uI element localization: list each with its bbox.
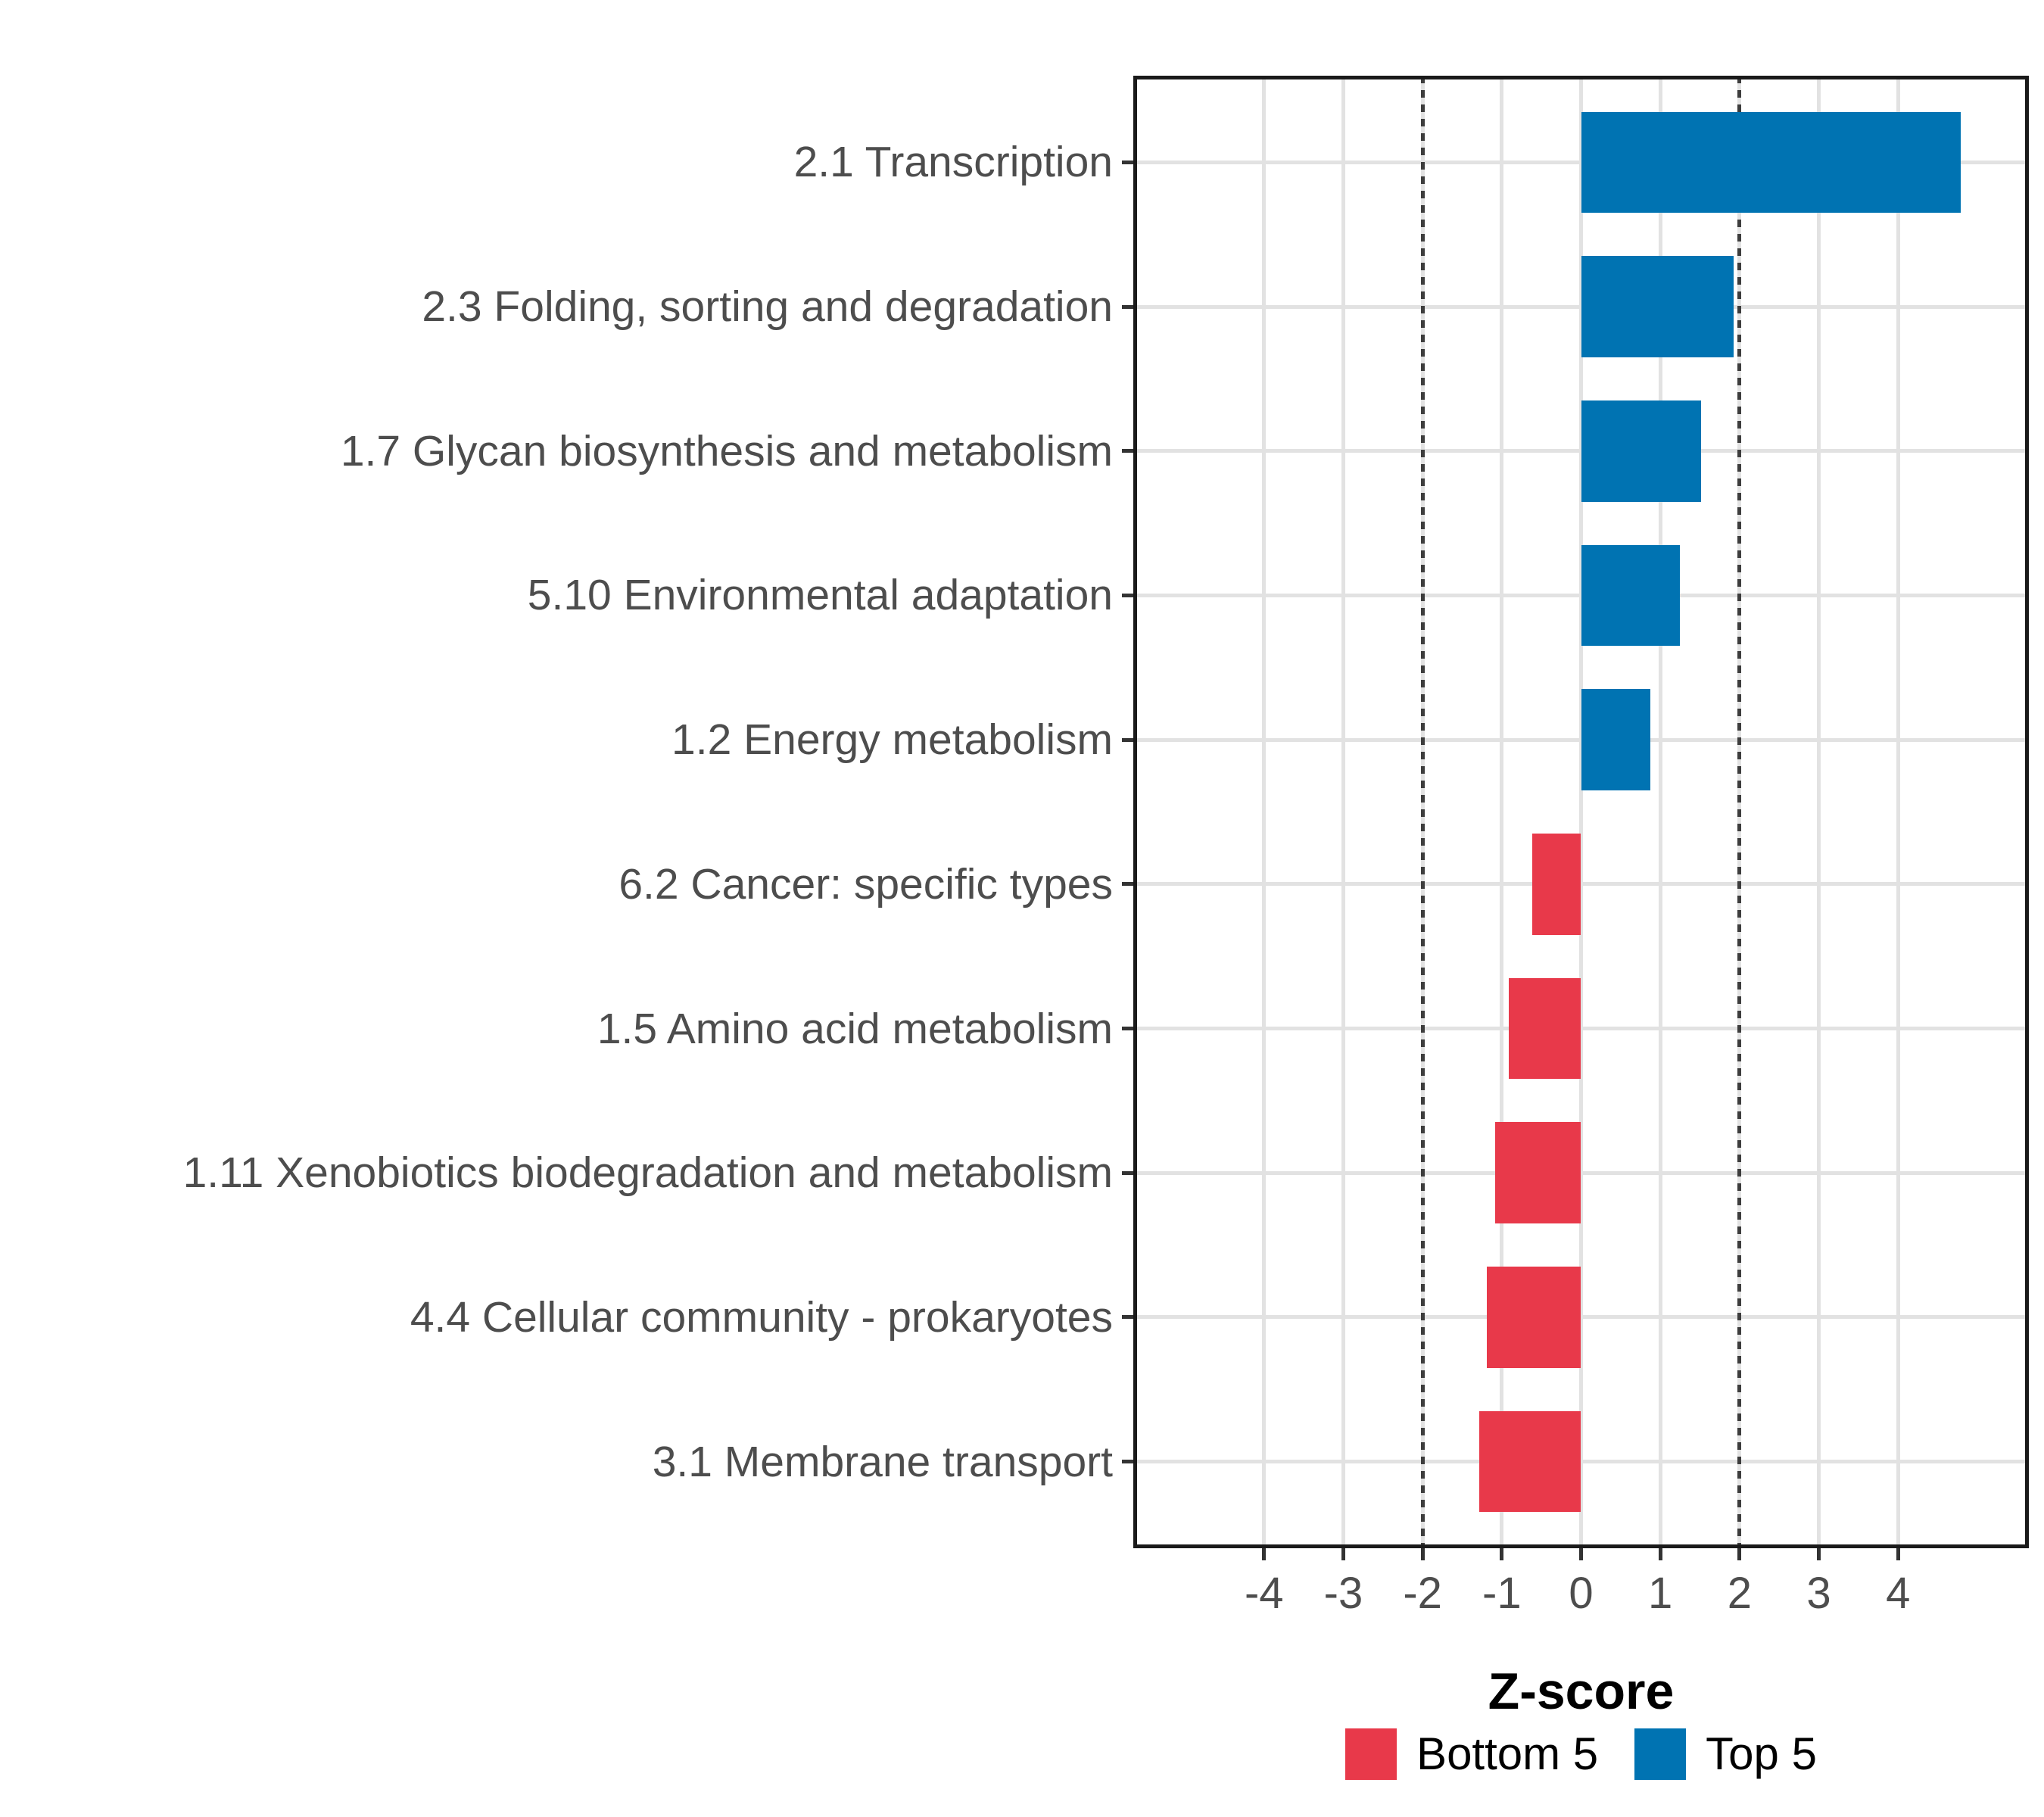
bar-1-5-amino-acid-metabolism (1509, 977, 1581, 1080)
bar-1-7-glycan-biosynthesis-and-metabolism (1581, 400, 1701, 502)
category-label-row3: 5.10 Environmental adaptation (527, 571, 1113, 620)
threshold-layer (1133, 76, 2029, 1548)
x-tick-1 (1658, 1548, 1662, 1560)
gridline-y-row7 (1133, 1170, 2029, 1175)
x-tick-label-2: 2 (1727, 1569, 1752, 1618)
gridline-y-row5 (1133, 882, 2029, 887)
bar-1-2-energy-metabolism (1581, 689, 1650, 790)
x-axis-title: Z-score (1488, 1663, 1675, 1720)
legend-label: Bottom 5 (1416, 1728, 1599, 1779)
bar-6-2-cancer-specific-types (1531, 834, 1581, 935)
legend-swatch-top-5 (1634, 1728, 1687, 1780)
y-tick-row5 (1122, 882, 1133, 887)
category-label-row5: 6.2 Cancer: specific types (618, 859, 1113, 908)
gridline-x-3 (1817, 76, 1821, 1548)
x-tick-label-4: 4 (1886, 1569, 1911, 1618)
y-tick-row0 (1122, 160, 1133, 164)
gridline-x--3 (1341, 76, 1345, 1548)
legend-label: Top 5 (1706, 1728, 1817, 1779)
bar-4-4-cellular-community-prokaryotes (1486, 1267, 1581, 1368)
x-tick-label--3: -3 (1323, 1569, 1363, 1618)
bar-2-1-transcription (1581, 111, 1961, 213)
x-tick-4 (1896, 1548, 1900, 1560)
threshold-line-2 (1737, 76, 1742, 1548)
x-tick-label--4: -4 (1244, 1569, 1284, 1618)
category-label-row4: 1.2 Energy metabolism (671, 715, 1113, 765)
x-tick--4 (1262, 1548, 1267, 1560)
threshold-line--2 (1420, 76, 1425, 1548)
gridline-x-0 (1579, 76, 1583, 1548)
x-tick--2 (1420, 1548, 1425, 1560)
gridline-y-row9 (1133, 1460, 2029, 1464)
x-tick-label-0: 0 (1569, 1569, 1594, 1618)
gridline-y-row6 (1133, 1027, 2029, 1031)
y-tick-row6 (1122, 1027, 1133, 1031)
y-tick-row3 (1122, 593, 1133, 597)
y-tick-row7 (1122, 1170, 1133, 1175)
x-tick-label--1: -1 (1482, 1569, 1522, 1618)
bar-1-11-xenobiotics-biodegradation-and-metabolism (1495, 1122, 1581, 1223)
category-label-row6: 1.5 Amino acid metabolism (597, 1004, 1113, 1053)
x-tick-0 (1579, 1548, 1583, 1560)
gridline-x-1 (1658, 76, 1662, 1548)
bars-layer (1133, 76, 2029, 1548)
x-tick-2 (1737, 1548, 1742, 1560)
gridline-y-row8 (1133, 1315, 2029, 1320)
gridline-x--1 (1500, 76, 1504, 1548)
y-tick-row1 (1122, 304, 1133, 309)
legend: Bottom 5 Top 5 (1133, 1728, 2029, 1780)
y-tick-row2 (1122, 449, 1133, 453)
x-tick--1 (1500, 1548, 1504, 1560)
x-tick--3 (1341, 1548, 1345, 1560)
gridline-x-4 (1896, 76, 1900, 1548)
legend-item-bottom-5: Bottom 5 (1345, 1728, 1598, 1780)
category-label-row9: 3.1 Membrane transport (652, 1437, 1113, 1486)
y-tick-row8 (1122, 1315, 1133, 1320)
plot-panel (1133, 76, 2029, 1548)
category-label-row2: 1.7 Glycan biosynthesis and metabolism (340, 426, 1113, 475)
legend-item-top-5: Top 5 (1634, 1728, 1817, 1780)
x-tick-3 (1817, 1548, 1821, 1560)
y-tick-row9 (1122, 1460, 1133, 1464)
category-label-row0: 2.1 Transcription (793, 138, 1113, 187)
category-label-row7: 1.11 Xenobiotics biodegradation and meta… (182, 1148, 1113, 1198)
y-tick-row4 (1122, 737, 1133, 742)
gridline-x--4 (1262, 76, 1267, 1548)
x-tick-label-3: 3 (1806, 1569, 1831, 1618)
bar-3-1-membrane-transport (1479, 1410, 1581, 1513)
category-label-row8: 4.4 Cellular community - prokaryotes (410, 1292, 1113, 1342)
bar-5-10-environmental-adaptation (1581, 544, 1681, 647)
bar-2-3-folding-sorting-and-degradation (1581, 256, 1734, 357)
legend-swatch-bottom-5 (1345, 1728, 1397, 1780)
x-tick-label-1: 1 (1648, 1569, 1673, 1618)
x-tick-label--2: -2 (1403, 1569, 1442, 1618)
category-label-row1: 2.3 Folding, sorting and degradation (422, 282, 1113, 332)
